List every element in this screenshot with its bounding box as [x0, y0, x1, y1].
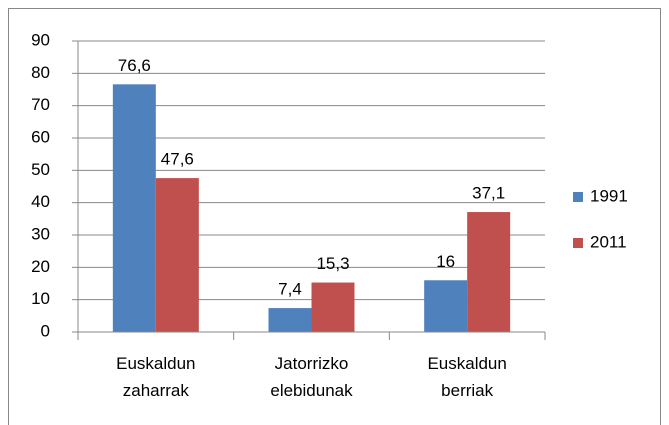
- y-tick-label: 10: [31, 289, 50, 308]
- y-tick-label: 40: [31, 192, 50, 211]
- value-label: 16: [436, 252, 455, 271]
- value-label: 76,6: [118, 56, 151, 75]
- bar: [311, 282, 355, 332]
- x-tick-label: Euskaldun berriak: [427, 354, 507, 400]
- legend-label: 1991: [590, 186, 628, 205]
- y-tick-label: 30: [31, 224, 50, 243]
- bar: [424, 280, 468, 332]
- bar: [155, 178, 199, 332]
- x-tick-label: Euskaldun zaharrak: [116, 354, 196, 400]
- legend-label: 2011: [590, 232, 627, 251]
- bar: [268, 308, 312, 332]
- y-tick-label: 90: [31, 30, 50, 49]
- y-tick-label: 70: [31, 95, 50, 114]
- legend-swatch: [573, 238, 583, 248]
- value-label: 47,6: [161, 150, 194, 169]
- bar: [112, 84, 156, 333]
- y-tick-label: 20: [31, 257, 50, 276]
- y-tick-label: 50: [31, 160, 50, 179]
- chart-border: [8, 8, 661, 425]
- x-tick-label: Jatorrizko elebidunak: [270, 354, 353, 400]
- y-tick-label: 60: [31, 127, 50, 146]
- y-tick-label: 80: [31, 63, 50, 82]
- value-label: 37,1: [472, 184, 505, 203]
- legend-swatch: [573, 192, 583, 202]
- value-label: 15,3: [316, 254, 349, 273]
- value-label: 7,4: [278, 280, 302, 299]
- bar: [467, 212, 511, 332]
- y-tick-label: 0: [41, 321, 50, 340]
